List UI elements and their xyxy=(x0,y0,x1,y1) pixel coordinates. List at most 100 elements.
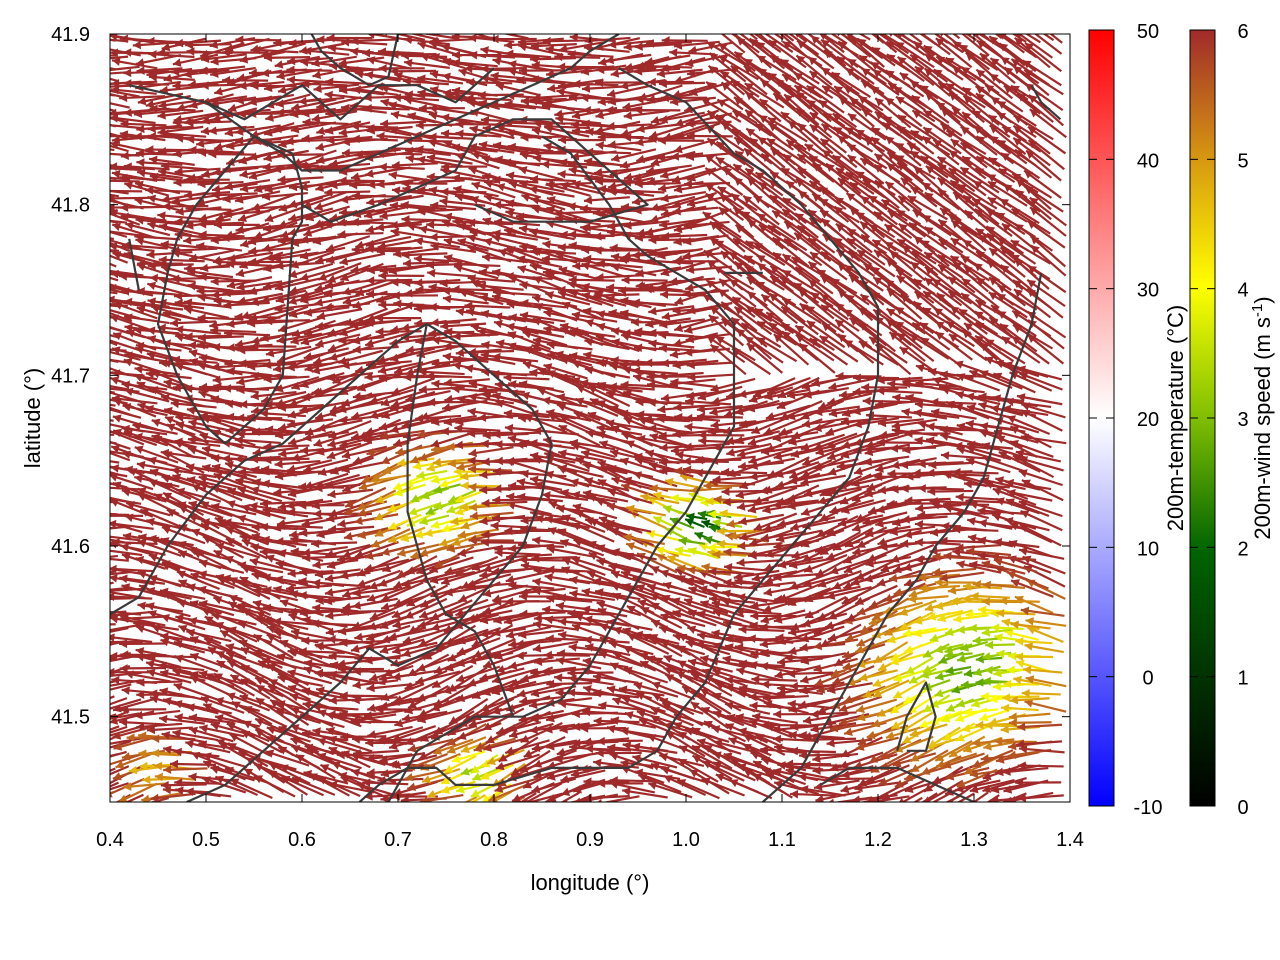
wind-vector-head xyxy=(982,652,991,661)
wind-vector-head xyxy=(145,602,155,611)
wind-vector-head xyxy=(929,528,939,537)
wind-vector-head xyxy=(126,733,135,742)
wind-vector-head xyxy=(609,776,618,785)
wind-vector-head xyxy=(119,639,128,649)
wind-vector-head xyxy=(1008,651,1017,661)
wind-vector-head xyxy=(364,711,373,720)
wind-vector-head xyxy=(883,813,892,821)
wind-vector-head xyxy=(532,644,542,653)
wind-vector-head xyxy=(598,701,607,710)
wind-vector-head xyxy=(826,738,835,748)
wind-vector-head xyxy=(481,759,491,768)
wind-vector-head xyxy=(457,731,467,740)
wind-vector-head xyxy=(482,687,492,696)
wind-vector-head xyxy=(82,645,91,653)
wind-vector-head xyxy=(788,730,797,740)
wind-vector-head xyxy=(490,521,499,531)
wind-vector-head xyxy=(151,748,160,758)
wind-vector-head xyxy=(226,343,235,352)
wind-vector-head xyxy=(623,666,633,675)
wind-vector-head xyxy=(963,744,973,753)
wind-vector-head xyxy=(866,730,876,740)
wind-vector-head xyxy=(416,693,426,702)
wind-vector-head xyxy=(190,671,200,680)
wind-vector-head xyxy=(337,659,346,668)
wind-vector-head xyxy=(468,502,478,512)
wind-vector-head xyxy=(352,735,361,744)
wind-vector-head xyxy=(726,448,735,457)
wind-vector-head xyxy=(229,733,239,742)
wind-vector-head xyxy=(813,641,823,651)
wind-vector-head xyxy=(788,704,798,714)
wind-vector-head xyxy=(914,520,924,529)
wind-vector-head xyxy=(701,706,711,715)
wind-vector-head xyxy=(317,709,327,718)
wind-vector-head xyxy=(136,624,145,633)
wind-vector-head xyxy=(173,682,183,691)
wind-vector-head xyxy=(943,551,952,561)
wind-vector-head xyxy=(530,688,540,698)
wind-vector-head xyxy=(992,682,1002,691)
wind-vector-head xyxy=(185,787,194,796)
wind-vector-head xyxy=(273,629,283,638)
wind-vector-head xyxy=(340,732,349,742)
wind-vector-head xyxy=(431,379,440,389)
wind-vector-head xyxy=(98,447,106,456)
wind-vector-head xyxy=(923,704,933,713)
wind-vector-head xyxy=(255,718,265,726)
wind-vector-head xyxy=(71,598,79,607)
wind-vector-head xyxy=(790,722,799,731)
wind-vector xyxy=(110,740,132,749)
wind-vector-head xyxy=(471,803,480,811)
wind-vector-head xyxy=(146,725,156,735)
wind-vector-head xyxy=(392,646,401,655)
wind-vector-head xyxy=(803,715,812,725)
wind-vector-head xyxy=(128,765,138,775)
wind-vector-head xyxy=(975,678,984,687)
wind-vector-head xyxy=(800,785,809,794)
wind-vector-head xyxy=(777,688,786,697)
wind-vector-head xyxy=(315,641,324,650)
wind-vector-head xyxy=(328,696,337,705)
wind-vector-head xyxy=(729,779,739,788)
wind-vector-head xyxy=(784,653,793,663)
wind-vector-head xyxy=(967,517,976,526)
wind-vector-head xyxy=(777,657,786,667)
wind-vector-head xyxy=(840,784,850,794)
wind-vector-head xyxy=(133,619,142,629)
wind-vector-head xyxy=(938,655,948,664)
wind-vector-head xyxy=(749,661,758,670)
wind-vector-head xyxy=(725,634,734,643)
wind-vector-head xyxy=(1000,725,1009,734)
wind-vector-head xyxy=(185,739,194,749)
wind-vector-head xyxy=(419,796,428,802)
wind-vector-head xyxy=(392,620,402,629)
wind-vector-head xyxy=(237,601,247,611)
wind-vector-head xyxy=(86,777,95,785)
wind-vector-head xyxy=(451,754,461,764)
wind-vector-head xyxy=(160,669,169,678)
wind-vector-head xyxy=(571,709,580,719)
wind-vector-head xyxy=(379,645,389,655)
wind-vector-head xyxy=(660,358,670,368)
wind-vector xyxy=(464,795,478,802)
wind-vector-head xyxy=(969,785,979,794)
wind-vector-head xyxy=(251,336,260,345)
wind-vector-head xyxy=(136,460,146,470)
wind-vector-head xyxy=(692,755,702,764)
wind-vector-head xyxy=(95,658,104,666)
wind-vector-head xyxy=(220,630,230,639)
wind-vector-head xyxy=(789,746,798,756)
wind-vector-head xyxy=(68,430,76,439)
wind-vector-head xyxy=(724,643,734,652)
wind-vector-head xyxy=(830,669,840,677)
wind-vector-head xyxy=(749,621,758,631)
wind-vector xyxy=(110,671,142,677)
wind-vector-head xyxy=(96,672,104,681)
wind-vector-head xyxy=(73,324,82,332)
wind-vector-head xyxy=(111,675,120,685)
wind-vector-head xyxy=(480,629,489,639)
wind-vector-head xyxy=(951,685,961,694)
wind-vector-head xyxy=(186,703,195,712)
wind-vector-head xyxy=(910,753,920,762)
